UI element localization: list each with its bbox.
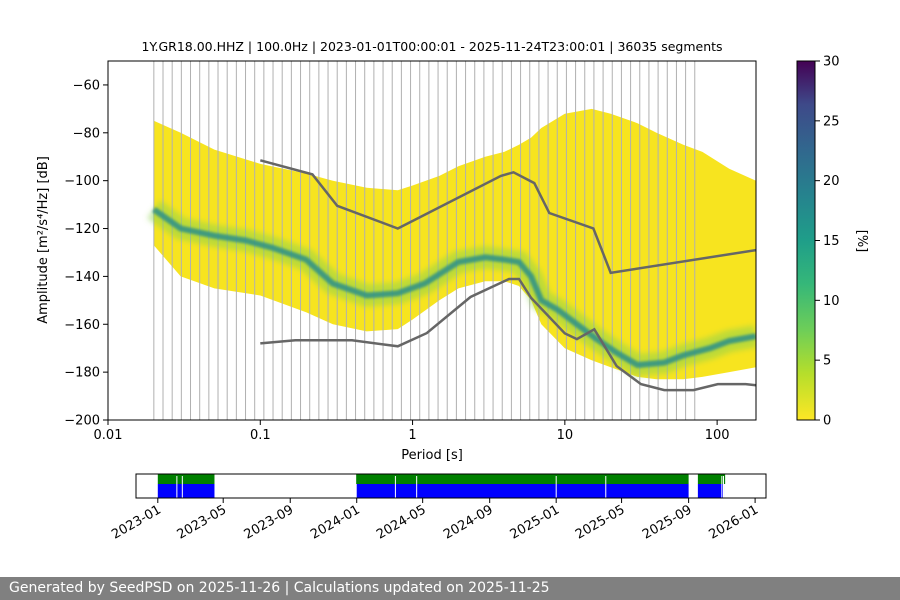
y-tick-label: −200 [64, 414, 100, 429]
colorbar-tick-label: 30 [823, 55, 840, 70]
timeline-tick-label: 2024-01 [308, 502, 363, 542]
y-tick-label: −160 [64, 318, 100, 333]
colorbar-tick-label: 15 [823, 234, 840, 249]
x-tick-label: 10 [557, 428, 574, 443]
x-axis: 0.01 0.1 1 10 100 [94, 420, 730, 443]
timeline-tick-label: 2025-01 [508, 502, 563, 542]
data-segment-bar [157, 474, 215, 484]
colorbar [796, 60, 816, 421]
colorbar-tick-label: 5 [823, 354, 831, 369]
psd-segment-bar [697, 484, 725, 498]
mode-density-ridge [152, 206, 756, 369]
x-tick-label: 0.01 [94, 428, 123, 443]
colorbar-label: [%] [854, 230, 869, 253]
psd-density-band [153, 108, 756, 380]
x-tick-label: 100 [705, 428, 730, 443]
psd-segment-bar [157, 484, 215, 498]
timeline-tick-label: 2025-05 [573, 502, 628, 542]
timeline-tick-label: 2023-09 [242, 502, 297, 542]
chart-title: 1Y.GR18.00.HHZ | 100.0Hz | 2023-01-01T00… [141, 39, 722, 54]
data-segment-bar [356, 474, 689, 484]
timeline-tick-label: 2023-01 [109, 502, 164, 542]
nhnm-curve [259, 159, 756, 275]
colorbar-tick-label: 0 [823, 414, 831, 429]
colorbar-tick-label: 10 [823, 294, 840, 309]
timeline-tick-label: 2026-01 [707, 502, 762, 542]
colorbar-tick-label: 20 [823, 174, 840, 189]
psd-plot-area [108, 61, 756, 420]
x-tick-label: 0.1 [250, 428, 271, 443]
nlnm-curve [260, 277, 756, 392]
x-axis-label: Period [s] [401, 448, 463, 463]
y-tick-label: −60 [73, 78, 100, 93]
footer-text: Generated by SeedPSD on 2025-11-26 | Cal… [9, 580, 550, 596]
y-axis-label: Amplitude [m²/s⁴/Hz] [dB] [36, 156, 51, 324]
y-tick-label: −100 [64, 174, 100, 189]
timeline-tick-label: 2025-09 [640, 502, 695, 542]
y-tick-label: −80 [73, 126, 100, 141]
timeline-tick-label: 2023-05 [175, 502, 230, 542]
colorbar-tick-label: 25 [823, 114, 840, 129]
plot-frame [107, 60, 757, 421]
timeline-tick-label: 2024-05 [374, 502, 429, 542]
y-tick-label: −180 [64, 366, 100, 381]
x-tick-label: 1 [408, 428, 416, 443]
footer-bar: Generated by SeedPSD on 2025-11-26 | Cal… [0, 577, 900, 600]
data-segment-bar [697, 474, 726, 484]
y-axis: −200 −180 −160 −140 −120 −100 −80 −60 [64, 78, 108, 429]
figure: 1Y.GR18.00.HHZ | 100.0Hz | 2023-01-01T00… [36, 39, 869, 543]
y-tick-label: −120 [64, 222, 100, 237]
timeline-axis: 2023-01 2023-05 2023-09 2024-01 2024-05 2024-… [109, 498, 761, 543]
timeline-tick-label: 2024-09 [441, 502, 496, 542]
availability-bars [157, 474, 726, 498]
colorbar-ticks: 0 5 10 15 20 25 30 [815, 55, 840, 429]
y-tick-label: −140 [64, 270, 100, 285]
psd-segment-bar [356, 484, 689, 498]
